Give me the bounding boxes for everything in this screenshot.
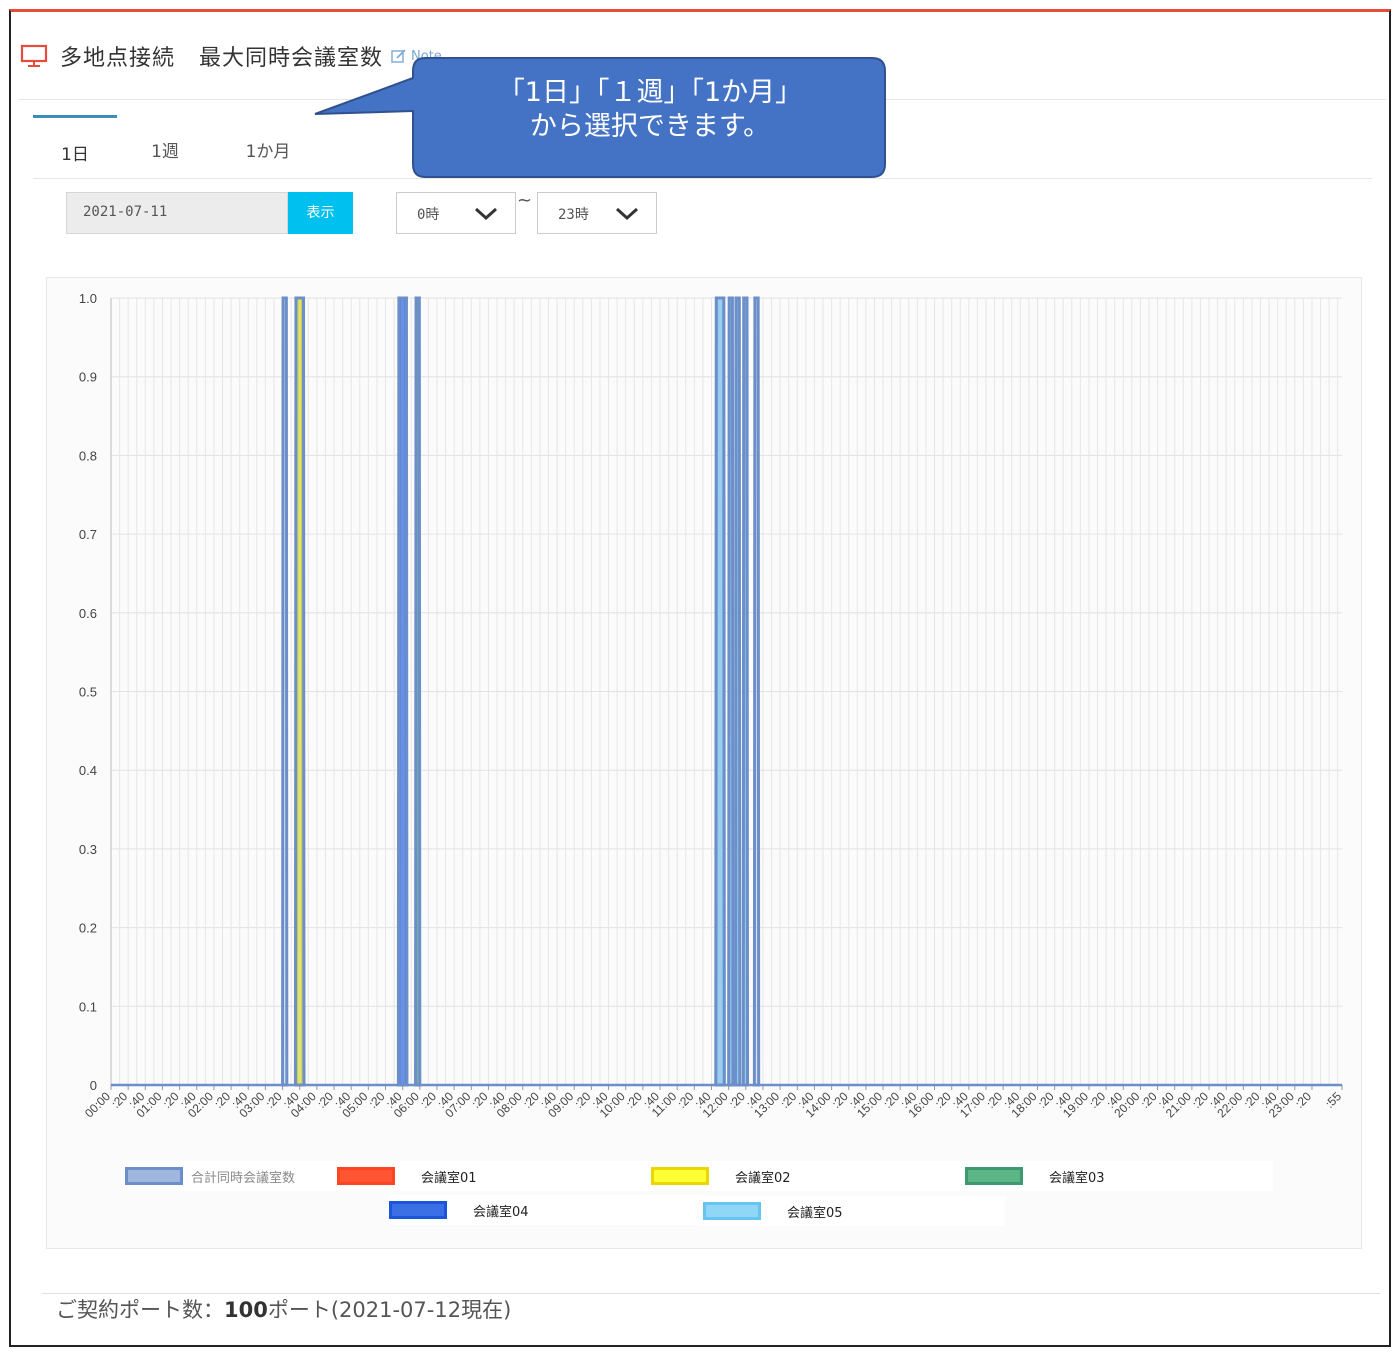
legend-label: 会議室03 [1049,1170,1105,1186]
panel-frame [9,9,1391,1347]
legend-item[interactable]: 会議室05 [703,1196,1005,1226]
series-spike-0 [293,296,306,1087]
series-spike-0 [727,296,735,1087]
edit-icon [391,49,406,63]
callout-line2: から選択できます。 [529,111,771,142]
date-input[interactable]: 2021-07-11 [66,192,288,234]
y-tick-label: 0.6 [79,606,97,621]
contract-suffix: ポート(2021-07-12現在) [267,1298,512,1322]
tab-1day[interactable]: 1日 [33,115,117,180]
y-tick-label: 0.1 [79,999,97,1014]
panel-header: 多地点接続 最大同時会議室数 Note [20,36,442,76]
legend-label: 会議室05 [787,1205,843,1221]
x-tick-label: 00:00 [82,1089,113,1120]
series-spike-0 [714,296,726,1087]
y-tick-label: 0.5 [79,685,97,700]
period-tabs: 1日 1週 1か月 [33,115,323,180]
legend-item[interactable]: 会議室03 [965,1161,1273,1191]
legend-swatch [651,1167,709,1185]
legend-label: 会議室02 [735,1170,791,1186]
y-tick-label: 0 [90,1078,97,1093]
contract-prefix: ご契約ポート数： [56,1298,224,1322]
legend-item[interactable]: 会議室04 [389,1195,703,1225]
footer-divider [42,1293,1380,1294]
legend-swatch [703,1202,761,1220]
y-tick-label: 1.0 [79,291,97,306]
to-hour-value: 23時 [558,207,589,223]
title-part1: 多地点接続 [60,46,176,71]
legend-swatch [125,1167,183,1185]
y-tick-label: 0.8 [79,448,97,463]
series-spike-0 [281,296,289,1087]
range-separator: ~ [517,190,533,211]
series-spike-0 [734,296,742,1087]
series-spike-0 [414,296,422,1087]
tab-divider [33,178,1372,179]
tab-1week[interactable]: 1週 [151,142,179,162]
tab-1month[interactable]: 1か月 [245,142,291,162]
to-hour-select[interactable]: 23時 [537,192,657,234]
series-spike-0 [396,296,409,1087]
y-tick-label: 0.4 [79,763,97,778]
legend-item[interactable]: 会議室01 [337,1161,651,1191]
legend-label: 合計同時会議室数 [191,1170,296,1186]
legend-item[interactable]: 合計同時会議室数 [125,1161,337,1191]
show-button[interactable]: 表示 [288,192,353,234]
chevron-down-icon [474,207,498,221]
series-spike-0 [752,296,761,1087]
legend-swatch [965,1167,1023,1185]
contract-count: 100 [224,1298,268,1322]
y-tick-label: 0.9 [79,370,97,385]
y-tick-label: 0.3 [79,842,97,857]
from-hour-value: 0時 [417,207,440,223]
callout-line1: 「1日」「１週」「1か月」 [497,77,803,108]
y-tick-label: 0.2 [79,921,97,936]
legend-item[interactable]: 会議室02 [651,1161,965,1191]
legend-swatch [389,1201,447,1219]
legend-label: 会議室04 [473,1204,529,1220]
chart-container: 1.0 0.9 0.8 0.7 0.6 0.5 0.4 0.3 0.2 0.1 0 00:00 :20:… [46,277,1362,1249]
series-spike-0 [741,296,750,1087]
callout-text: 「1日」「１週」「1か月」 から選択できます。 [415,76,885,144]
x-tick-label: :55 [1322,1089,1344,1111]
legend-swatch [337,1167,395,1185]
chevron-down-icon [615,207,639,221]
page-title: 多地点接続 最大同時会議室数 [60,40,383,72]
x-tick-label: :20 [1292,1089,1314,1111]
chart-svg: 1.0 0.9 0.8 0.7 0.6 0.5 0.4 0.3 0.2 0.1 000:00 :20:… [79,291,1344,1120]
title-part2: 最大同時会議室数 [199,46,384,71]
monitor-icon [20,44,48,67]
from-hour-select[interactable]: 0時 [396,192,516,234]
legend-label: 会議室01 [421,1170,477,1186]
contract-ports-text: ご契約ポート数：100ポート(2021-07-12現在) [56,1294,511,1324]
callout-shape [314,57,886,178]
callout-annotation: 「1日」「１週」「1か月」 から選択できます。 [312,56,887,180]
y-tick-label: 0.7 [79,527,97,542]
